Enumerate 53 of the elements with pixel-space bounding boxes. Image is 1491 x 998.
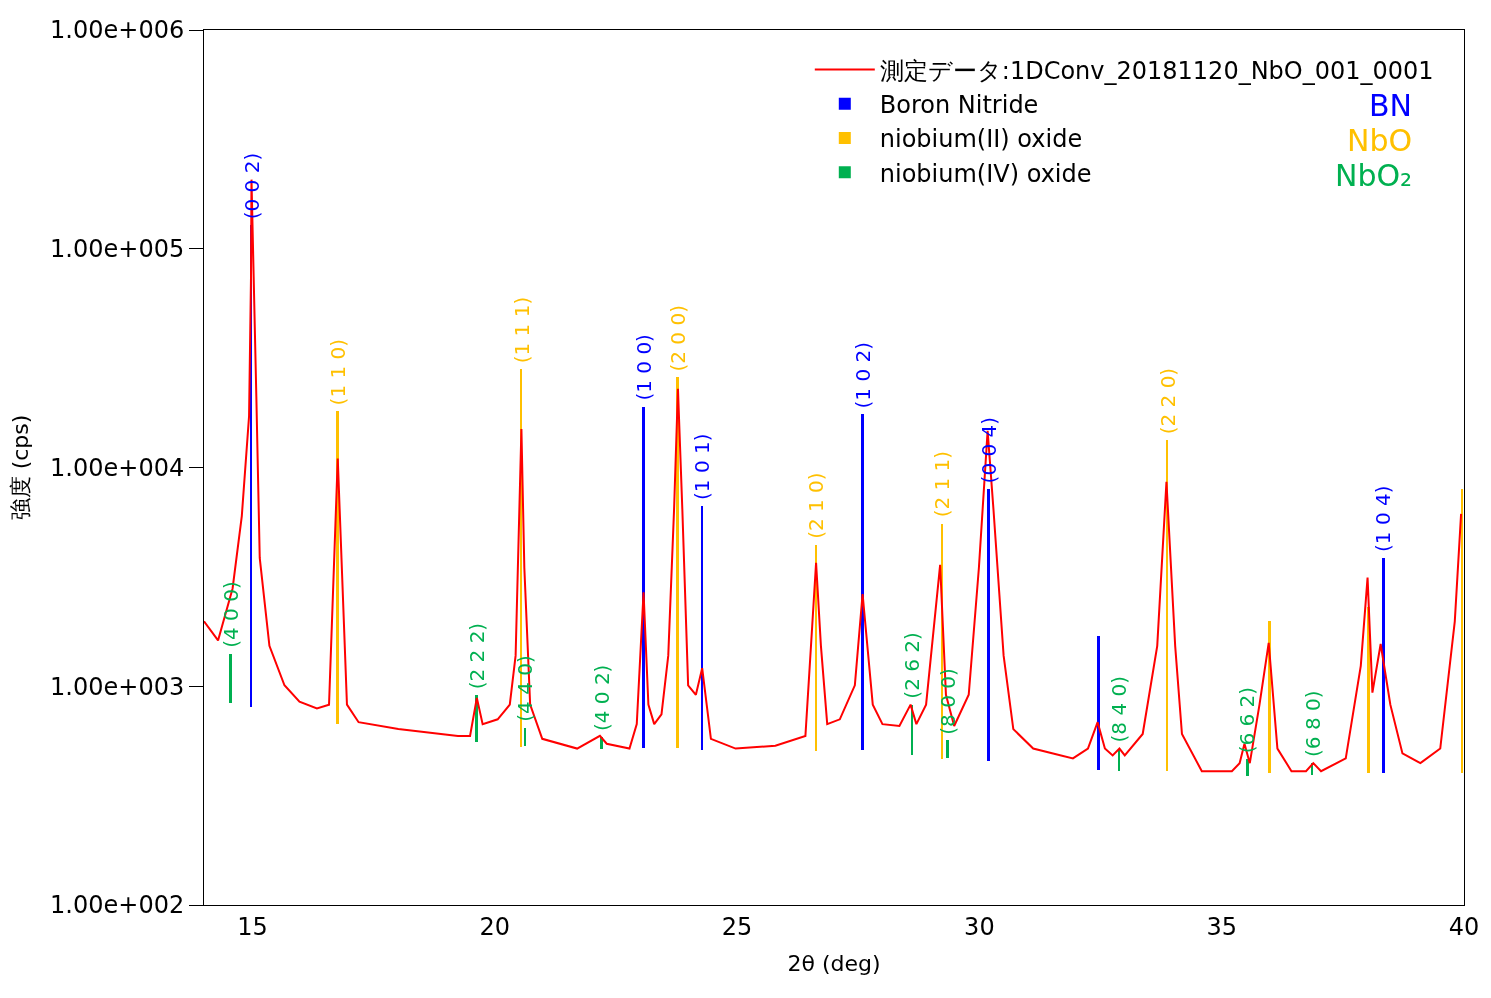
x-axis-title: 2θ (deg) bbox=[787, 950, 881, 976]
bar bbox=[1461, 489, 1463, 773]
x-tick-label: 40 bbox=[1448, 912, 1480, 941]
bar bbox=[701, 506, 703, 750]
bar bbox=[524, 728, 526, 746]
data-label: (4 0 2) bbox=[589, 664, 614, 732]
data-label: (8 0 0) bbox=[936, 668, 961, 735]
y-tick-label: 1.00e+004 bbox=[50, 453, 185, 482]
data-label: (6 8 0) bbox=[1300, 690, 1325, 757]
x-tick-label: 20 bbox=[479, 912, 511, 941]
data-label: (0 0 4) bbox=[976, 416, 1001, 484]
x-tick-label: 30 bbox=[964, 912, 995, 941]
data-label: (2 1 0) bbox=[804, 472, 829, 539]
y-tick-label: 1.00e+006 bbox=[50, 16, 185, 45]
data-label: (2 2 0) bbox=[1155, 367, 1180, 435]
data-label: (4 0 0) bbox=[218, 581, 243, 648]
annotation: NbO₂ bbox=[1335, 158, 1413, 193]
bar bbox=[229, 654, 232, 703]
legend-label: Boron Nitride bbox=[879, 91, 1039, 120]
bar bbox=[987, 489, 990, 761]
data-label: (2 2 2) bbox=[465, 622, 490, 690]
bar bbox=[1246, 759, 1249, 776]
data-label: (8 4 0) bbox=[1107, 676, 1132, 743]
y-axis-title: 強度 (cps) bbox=[7, 414, 33, 521]
bar bbox=[1097, 636, 1100, 770]
y-tick-label: 1.00e+003 bbox=[50, 672, 185, 701]
data-label: (1 0 1) bbox=[690, 433, 715, 500]
data-label: (1 1 1) bbox=[509, 296, 534, 364]
x-tick-label: 35 bbox=[1206, 912, 1237, 941]
x-tick-label: 15 bbox=[237, 912, 268, 941]
data-label: (2 1 1) bbox=[929, 450, 954, 518]
x-tick-label: 25 bbox=[721, 912, 753, 941]
data-label: (1 0 2) bbox=[850, 341, 875, 409]
bar bbox=[1166, 440, 1168, 771]
data-label: (1 0 0) bbox=[631, 334, 656, 401]
bar bbox=[1118, 749, 1120, 771]
bar bbox=[946, 740, 949, 758]
data-label: (4 4 0) bbox=[512, 655, 537, 722]
y-tick-label: 1.00e+002 bbox=[50, 891, 185, 920]
legend-label: niobium(II) oxide bbox=[879, 125, 1083, 154]
annotation: BN bbox=[1369, 88, 1413, 123]
bar bbox=[1382, 558, 1385, 773]
data-label: (0 0 2) bbox=[239, 152, 264, 220]
legend-label: niobium(IV) oxide bbox=[879, 159, 1092, 188]
data-label: (6 6 2) bbox=[1235, 686, 1260, 754]
data-label: (2 0 0) bbox=[666, 305, 691, 372]
data-label: (2 6 2) bbox=[900, 632, 925, 699]
data-label: (1 0 4) bbox=[1371, 485, 1396, 552]
bar bbox=[861, 414, 864, 750]
data-label: (1 1 0) bbox=[326, 338, 351, 406]
y-tick-label: 1.00e+005 bbox=[50, 235, 185, 264]
annotation: NbO bbox=[1347, 123, 1413, 158]
legend-label: 測定データ:1DConv_20181120_NbO_001_0001 bbox=[879, 56, 1434, 85]
